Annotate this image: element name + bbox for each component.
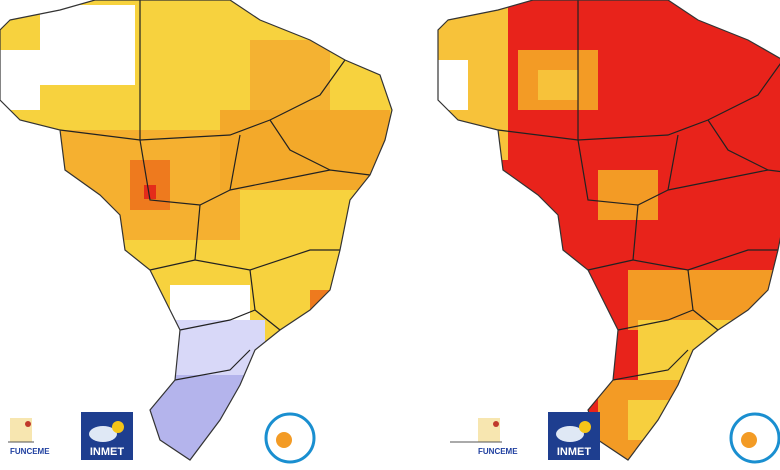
map-left xyxy=(0,0,393,461)
logo-label: INMET xyxy=(90,446,125,458)
logo-label: INMET xyxy=(557,446,592,458)
logos-left: FUNCEME INMET xyxy=(8,412,316,464)
logo-label: FUNCEME xyxy=(478,447,518,456)
logo-label: FUNCEME xyxy=(10,447,50,456)
map-right xyxy=(437,0,780,461)
patches xyxy=(0,5,390,460)
logos-right: FUNCEME INMET xyxy=(450,412,780,464)
